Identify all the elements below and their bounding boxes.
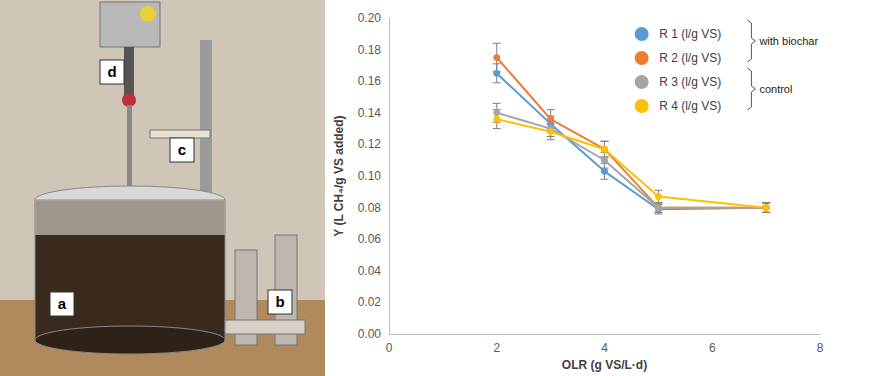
- svg-text:control: control: [759, 83, 792, 95]
- svg-text:0.02: 0.02: [358, 295, 382, 309]
- svg-text:6: 6: [709, 341, 716, 355]
- svg-text:OLR (g VS/L·d): OLR (g VS/L·d): [562, 358, 647, 372]
- svg-text:c: c: [178, 141, 186, 158]
- svg-text:R 2 (l/g VS): R 2 (l/g VS): [659, 51, 721, 65]
- svg-text:0.12: 0.12: [358, 137, 382, 151]
- svg-text:0.18: 0.18: [358, 43, 382, 57]
- svg-text:0.06: 0.06: [358, 232, 382, 246]
- svg-text:with biochar: with biochar: [758, 35, 818, 47]
- svg-text:Y (L CH₄/g VS added): Y (L CH₄/g VS added): [332, 115, 346, 236]
- svg-text:0.16: 0.16: [358, 74, 382, 88]
- svg-text:b: b: [275, 293, 284, 310]
- svg-text:R 4 (l/g VS): R 4 (l/g VS): [659, 99, 721, 113]
- svg-text:0.20: 0.20: [358, 11, 382, 25]
- svg-text:d: d: [107, 63, 116, 80]
- svg-text:R 1 (l/g VS): R 1 (l/g VS): [659, 27, 721, 41]
- svg-text:0.10: 0.10: [358, 169, 382, 183]
- svg-text:0.14: 0.14: [358, 106, 382, 120]
- svg-text:R 3 (l/g VS): R 3 (l/g VS): [659, 75, 721, 89]
- svg-text:a: a: [58, 295, 67, 312]
- svg-text:0: 0: [386, 341, 393, 355]
- svg-text:8: 8: [817, 341, 824, 355]
- svg-text:0.08: 0.08: [358, 201, 382, 215]
- svg-text:2: 2: [493, 341, 500, 355]
- svg-text:0.00: 0.00: [358, 327, 382, 341]
- svg-text:0.04: 0.04: [358, 264, 382, 278]
- svg-text:4: 4: [601, 341, 608, 355]
